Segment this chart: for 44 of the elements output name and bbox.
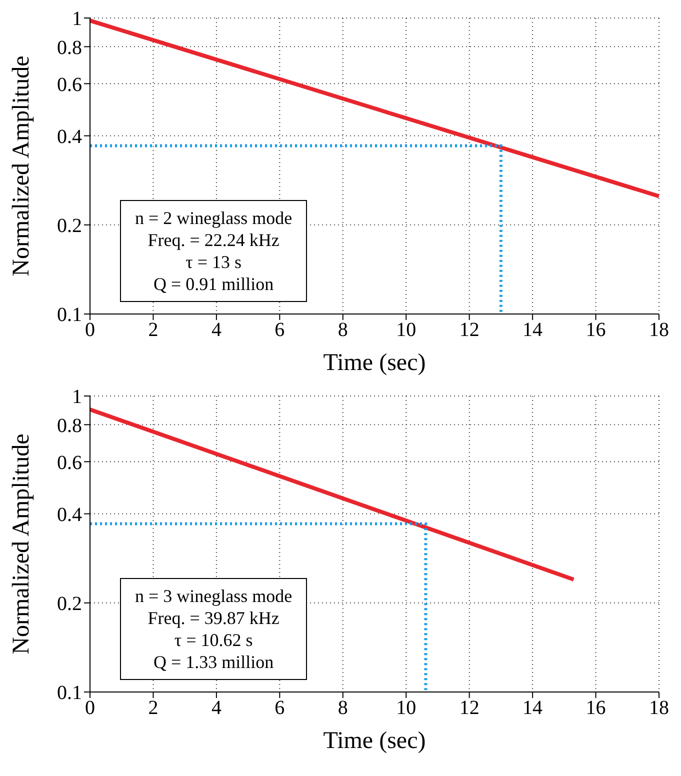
- x-tick-label: 0: [85, 697, 95, 720]
- x-tick-label: 16: [586, 697, 606, 720]
- annotation: Freq. = 39.87 kHz: [146, 607, 280, 629]
- y-tick-label: 1: [72, 8, 82, 30]
- y-tick-label: 0.8: [57, 36, 82, 59]
- x-tick-label: 4: [211, 319, 222, 342]
- annotation: τ = 13 s: [184, 251, 243, 273]
- y-tick-label: 0.8: [57, 414, 82, 437]
- y-tick-label: 0.1: [57, 304, 82, 326]
- x-tick-label: 2: [148, 697, 158, 720]
- x-tick-label: 4: [211, 697, 222, 720]
- y-tick-label: 0.2: [57, 592, 82, 615]
- x-tick-label: 8: [338, 319, 348, 342]
- x-tick-label: 10: [396, 697, 416, 720]
- y-tick-label: 0.1: [57, 682, 82, 704]
- x-tick-label: 6: [274, 319, 285, 342]
- x-tick-label: 10: [396, 319, 416, 342]
- y-tick-label: 0.6: [57, 452, 82, 474]
- x-axis-title: Time (sec): [323, 350, 426, 376]
- x-tick-label: 6: [274, 697, 285, 720]
- y-axis-title: Normalized Amplitude: [8, 434, 35, 654]
- x-tick-label: 8: [338, 697, 348, 720]
- y-tick-label: 0.4: [57, 126, 82, 148]
- x-tick-label: 12: [459, 697, 480, 720]
- x-tick-label: 18: [649, 319, 669, 342]
- x-tick-label: 12: [459, 319, 480, 342]
- annotation: n = 3 wineglass mode: [135, 585, 292, 607]
- annotation: Q = 1.33 million: [152, 651, 275, 673]
- y-tick-label: 0.2: [57, 214, 82, 237]
- annotation: n = 2 wineglass mode: [135, 207, 292, 229]
- annotation: Q = 0.91 million: [152, 273, 275, 295]
- y-tick-label: 1: [72, 386, 82, 408]
- y-tick-label: 0.6: [57, 74, 82, 96]
- y-tick-label: 0.4: [57, 504, 82, 526]
- x-tick-label: 16: [586, 319, 606, 342]
- x-tick-label: 14: [522, 319, 543, 342]
- x-axis-title: Time (sec): [323, 728, 426, 754]
- annotation: τ = 10.62 s: [173, 629, 254, 651]
- x-tick-label: 14: [522, 697, 543, 720]
- x-tick-label: 0: [85, 319, 95, 342]
- y-axis-title: Normalized Amplitude: [8, 56, 35, 276]
- annotation: Freq. = 22.24 kHz: [146, 229, 280, 251]
- x-tick-label: 18: [649, 697, 669, 720]
- x-tick-label: 2: [148, 319, 158, 342]
